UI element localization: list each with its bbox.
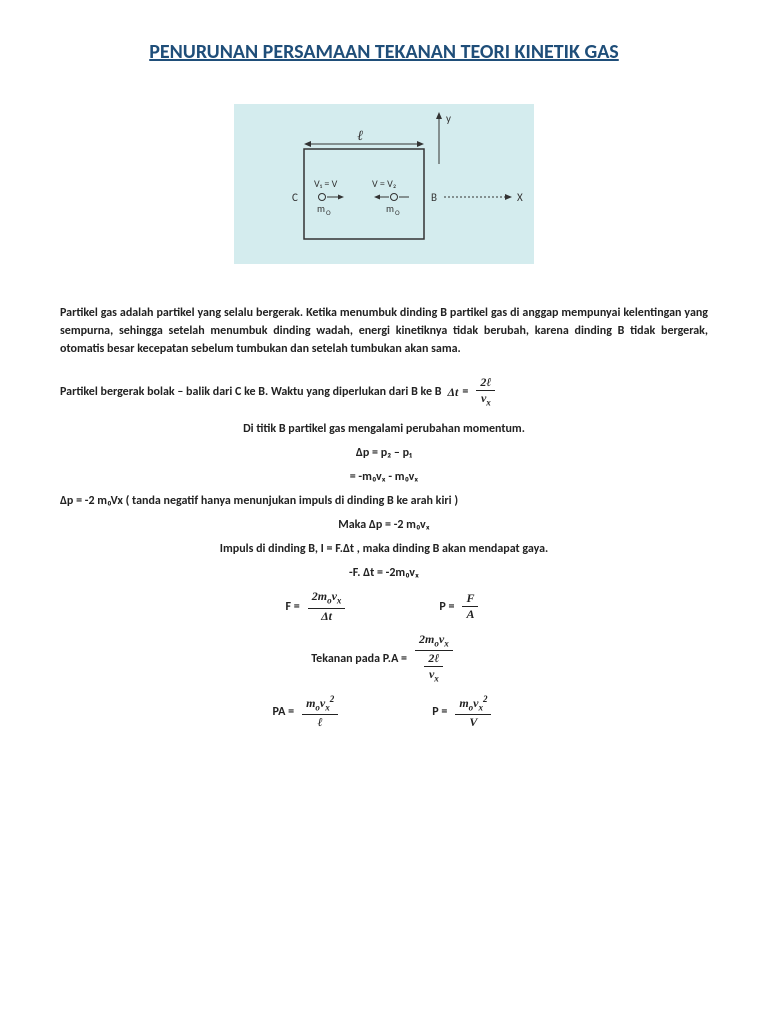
p2-text: Partikel bergerak bolak – balik dari C k… [60,385,441,399]
paragraph-1: Partikel gas adalah partikel yang selalu… [60,304,708,358]
svg-text:m: m [386,202,394,215]
eq-dp-neg: Δp = -2 m₀Vx ( tanda negatif hanya menun… [60,494,708,508]
ell-label: ℓ [357,129,363,144]
eq-row-pa-p: PA = movx2 ℓ P = movx2 V [60,695,708,729]
gas-box-figure: y ℓ C B X V₁ = V m O [234,104,534,264]
eq-f: F = 2movx Δt [286,590,350,622]
eq-dp-p2p1: Δp = p₂ – p₁ [60,446,708,460]
eq-tekanan-pa: Tekanan pada P.A = 2movx 2ℓ vx [60,633,708,685]
page-title: PENURUNAN PERSAMAAN TEKANAN TEORI KINETI… [60,40,708,64]
frac-2l-vx: 2ℓ vx [476,376,495,408]
line-momentum: Di titik B partikel gas mengalami peruba… [60,422,708,436]
y-axis-label: y [446,112,451,125]
svg-text:O: O [395,208,400,217]
v1-label: V₁ = V [314,177,338,190]
svg-text:m: m [317,202,325,215]
eq-p-v: P = movx2 V [432,695,495,729]
v2-label: V = V₂ [372,177,396,190]
c-label: C [292,191,298,204]
line-impuls: Impuls di dinding B, I = F.Δt , maka din… [60,542,708,556]
delta-t: ΔΔtt [447,385,458,400]
eq-p-fa: P = F A [439,592,482,621]
eq-mvx: = -m₀vₓ - m₀vₓ [60,470,708,484]
x-axis-label: X [517,191,523,204]
b-label: B [431,191,437,204]
eq-maka: Maka Δp = -2 m₀vₓ [60,518,708,532]
eq-row-f-p: F = 2movx Δt P = F A [60,590,708,622]
equals: = [462,385,468,399]
paragraph-2: Partikel bergerak bolak – balik dari C k… [60,376,708,408]
eq-pa: PA = movx2 ℓ [273,695,343,729]
svg-text:O: O [326,208,331,217]
eq-f-dt: -F. Δt = -2m₀vₓ [60,566,708,580]
figure-container: y ℓ C B X V₁ = V m O [60,104,708,264]
figure-svg: y ℓ C B X V₁ = V m O [234,104,534,264]
